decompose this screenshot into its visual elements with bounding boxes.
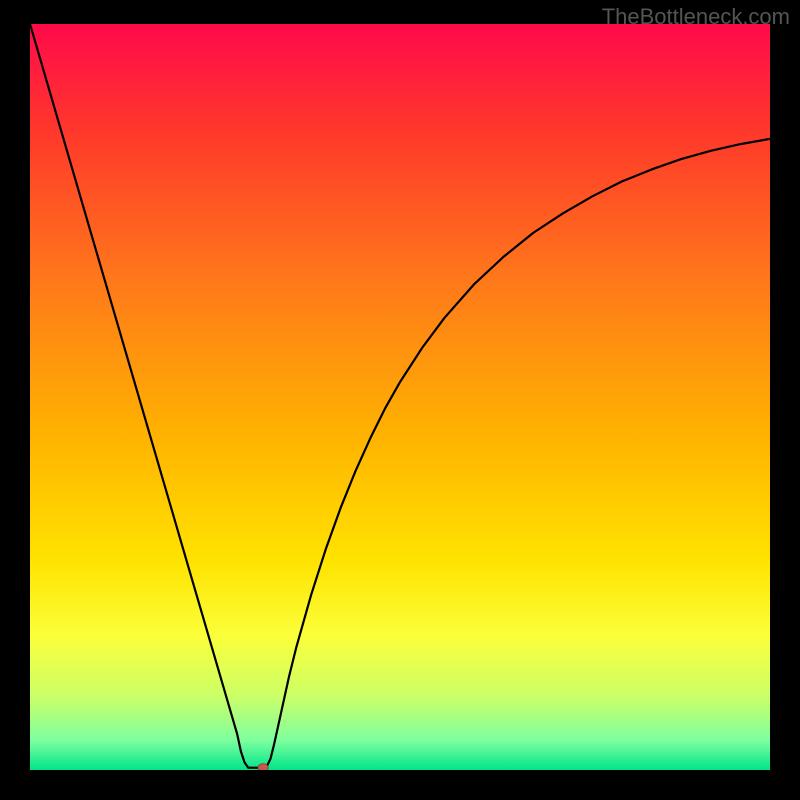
chart-frame: TheBottleneck.com bbox=[0, 0, 800, 800]
watermark-text: TheBottleneck.com bbox=[602, 4, 790, 30]
bottleneck-curve-svg bbox=[30, 24, 770, 770]
plot-area bbox=[30, 24, 770, 770]
minimum-marker bbox=[258, 764, 268, 770]
bottleneck-curve bbox=[30, 24, 770, 768]
